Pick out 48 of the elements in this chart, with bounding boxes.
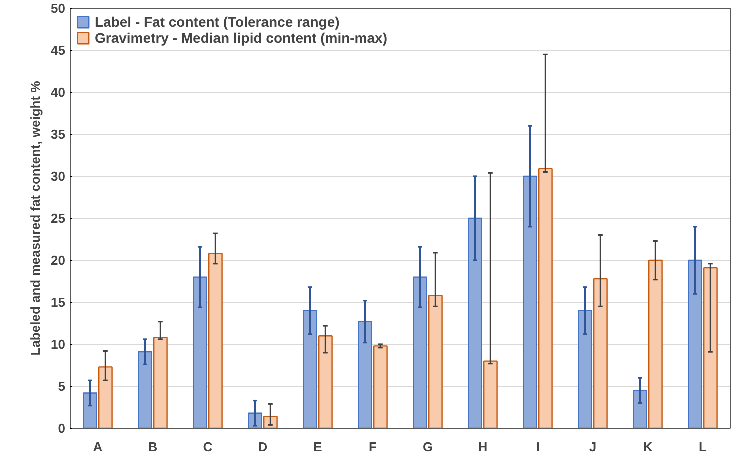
bar	[208, 253, 223, 428]
bar	[523, 176, 538, 428]
legend-label: Gravimetry - Median lipid content (min-max)	[95, 30, 388, 46]
bar	[594, 278, 608, 428]
y-tick-label: 45	[51, 43, 66, 58]
y-tick-label: 5	[58, 379, 66, 394]
bar	[303, 310, 318, 428]
x-tick-label: A	[93, 440, 104, 454]
legend-label: Label - Fat content (Tolerance range)	[95, 14, 340, 30]
y-tick-label: 30	[51, 169, 66, 184]
y-tick-label: 10	[51, 337, 66, 352]
bar	[413, 276, 428, 428]
x-tick-label: D	[258, 440, 268, 454]
bar	[83, 392, 98, 428]
bar	[648, 260, 663, 428]
bar	[193, 276, 208, 428]
x-tick-label: L	[699, 440, 708, 454]
y-tick-label: 50	[51, 1, 66, 16]
x-tick-label: C	[203, 440, 214, 454]
y-tick-label: 25	[51, 211, 66, 226]
x-tick-label: J	[589, 440, 597, 454]
y-axis-title: Labeled and measured fat content, weight %	[28, 80, 44, 356]
bar	[468, 218, 482, 428]
bar	[154, 337, 168, 428]
x-tick-label: K	[643, 440, 654, 454]
bar	[98, 366, 113, 428]
bar	[633, 390, 648, 428]
x-tick-label: B	[148, 440, 158, 454]
x-tick-label: H	[478, 440, 488, 454]
bar	[374, 346, 388, 428]
bar	[704, 267, 718, 428]
x-tick-label: I	[536, 440, 540, 454]
y-tick-label: 20	[51, 253, 66, 268]
bar	[578, 310, 592, 428]
bar	[688, 260, 702, 428]
x-tick-label: F	[369, 440, 378, 454]
bar	[538, 168, 553, 428]
y-tick-label: 0	[58, 421, 66, 436]
bar	[484, 360, 498, 428]
bar	[138, 351, 152, 428]
bar	[318, 336, 333, 428]
bar	[358, 321, 372, 428]
x-tick-label: G	[422, 440, 434, 454]
x-tick-label: E	[314, 440, 323, 454]
y-tick-label: 15	[51, 295, 66, 310]
y-tick-label: 35	[51, 127, 66, 142]
y-tick-label: 40	[51, 85, 66, 100]
bar	[428, 295, 443, 428]
